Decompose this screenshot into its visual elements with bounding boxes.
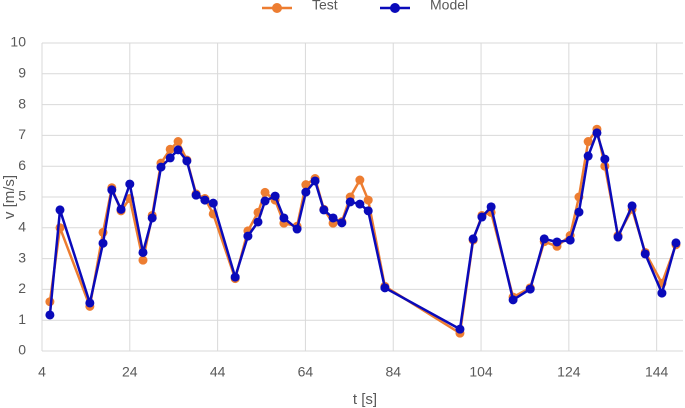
data-point	[98, 238, 108, 248]
data-point	[525, 284, 535, 294]
data-point	[583, 151, 593, 161]
data-point	[107, 185, 117, 195]
data-point	[310, 176, 320, 186]
data-point	[552, 237, 562, 247]
data-point	[477, 212, 487, 222]
data-point	[345, 197, 355, 207]
y-tick-label: 0	[18, 342, 26, 358]
data-point	[279, 213, 289, 223]
data-point	[363, 206, 373, 216]
data-point	[319, 205, 329, 215]
data-point	[230, 272, 240, 282]
data-point	[125, 179, 135, 189]
data-point	[657, 288, 667, 298]
data-point	[574, 207, 584, 217]
data-point	[468, 234, 478, 244]
data-point	[292, 224, 302, 234]
data-point	[455, 324, 465, 334]
y-axis-label: v [m/s]	[1, 175, 18, 219]
legend-marker	[390, 3, 400, 13]
data-point	[613, 232, 623, 242]
y-tick-label: 5	[18, 188, 26, 204]
data-point	[380, 283, 390, 293]
x-tick-label: 144	[645, 364, 669, 380]
data-point	[55, 205, 65, 215]
y-tick-label: 9	[18, 65, 26, 81]
data-point	[583, 137, 593, 147]
data-point	[592, 128, 602, 138]
data-point	[165, 153, 175, 163]
data-point	[301, 187, 311, 197]
series-line	[48, 129, 678, 332]
data-point	[200, 195, 210, 205]
x-tick-label: 4	[38, 364, 46, 380]
data-point	[253, 217, 263, 227]
y-tick-label: 10	[10, 34, 26, 50]
y-tick-label: 4	[18, 219, 26, 235]
data-point	[156, 162, 166, 172]
legend-marker	[272, 3, 282, 13]
data-point	[363, 195, 373, 205]
data-point	[486, 202, 496, 212]
data-point	[45, 310, 55, 320]
data-point	[208, 198, 218, 208]
data-point	[85, 298, 95, 308]
data-point	[138, 255, 148, 265]
data-point	[355, 199, 365, 209]
data-point	[182, 156, 192, 166]
y-tick-label: 6	[18, 157, 26, 173]
y-tick-label: 2	[18, 280, 26, 296]
x-tick-label: 24	[122, 364, 138, 380]
data-point	[165, 144, 175, 154]
y-tick-label: 8	[18, 95, 26, 111]
data-point	[355, 175, 365, 185]
x-tick-label: 64	[298, 364, 314, 380]
data-point	[539, 234, 549, 244]
x-tick-label: 104	[469, 364, 493, 380]
data-point	[600, 154, 610, 164]
data-point	[260, 196, 270, 206]
data-point	[337, 218, 347, 228]
data-point	[565, 235, 575, 245]
data-point	[508, 295, 518, 305]
y-tick-label: 1	[18, 311, 26, 327]
data-point	[173, 137, 183, 147]
data-point	[260, 187, 270, 197]
data-point	[243, 231, 253, 241]
data-point	[627, 201, 637, 211]
data-point	[328, 213, 338, 223]
data-point	[301, 180, 311, 190]
data-point	[147, 213, 157, 223]
data-point	[191, 190, 201, 200]
series-line	[48, 126, 678, 336]
y-tick-label: 3	[18, 249, 26, 265]
y-tick-label: 7	[18, 126, 26, 142]
data-point	[138, 247, 148, 257]
x-tick-label: 44	[210, 364, 226, 380]
legend-label: Test	[312, 0, 338, 13]
data-point	[116, 204, 126, 214]
data-point	[671, 238, 681, 248]
data-point	[270, 191, 280, 201]
legend-label: Model	[430, 0, 468, 13]
x-tick-label: 124	[557, 364, 581, 380]
data-point	[640, 249, 650, 259]
x-tick-label: 84	[385, 364, 401, 380]
data-point	[173, 145, 183, 155]
x-axis-label: t [s]	[353, 391, 377, 408]
